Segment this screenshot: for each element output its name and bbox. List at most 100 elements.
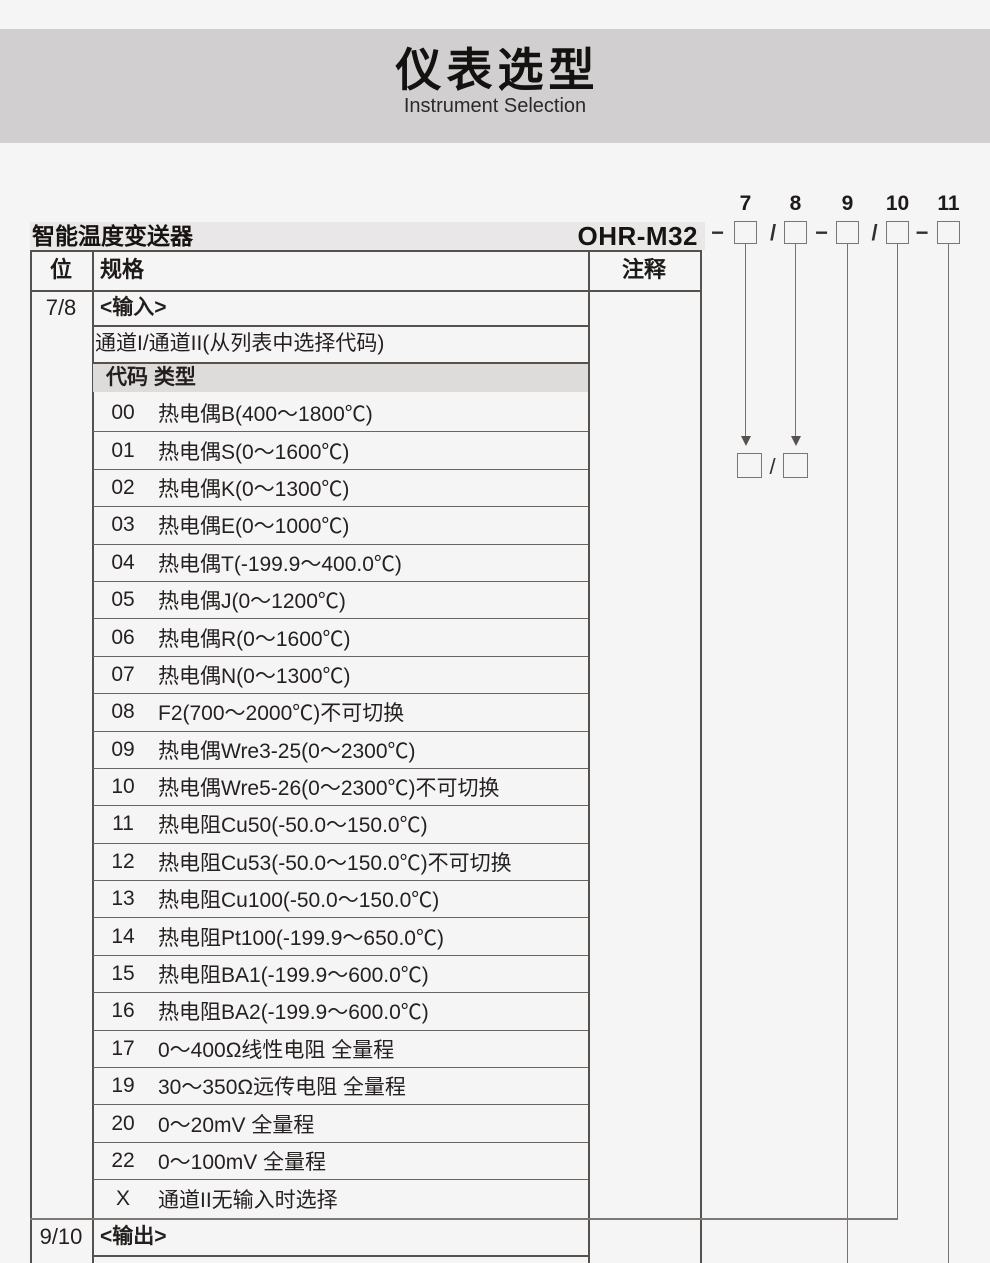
code-row: 07 热电偶N(0～1300℃) [93, 657, 588, 695]
code-rows: 00 热电偶B(400～1800℃) 01 热电偶S(0～1600℃) 02 热电偶K(0… [93, 395, 588, 1218]
code-value: 04 [111, 550, 135, 574]
code-value: 20 [111, 1111, 135, 1135]
code-row: 20 0～20mV 全量程 [93, 1105, 588, 1143]
code-type: 热电偶R(0～1600℃) [158, 627, 351, 651]
code-type: 热电阻Cu50(-50.0～150.0℃) [158, 814, 428, 838]
product-name: 智能温度变送器 [32, 223, 193, 249]
input-row-divider [92, 325, 589, 327]
leader-line-11 [947, 244, 950, 1263]
code-value: 13 [111, 887, 135, 911]
code-row: X 通道II无输入时选择 [93, 1180, 588, 1217]
page-subtitle: Instrument Selection [403, 94, 587, 117]
code-row: 06 热电偶R(0～1600℃) [93, 619, 588, 657]
code-type: 热电阻Cu100(-50.0～150.0℃) [158, 889, 440, 913]
code-row: 14 热电阻Pt100(-199.9～650.0℃) [93, 918, 588, 956]
page-title: 仪表选型 [395, 44, 600, 96]
code-value: 14 [111, 924, 135, 948]
arrow-down-icon [740, 436, 751, 446]
spec-note-divider [588, 250, 590, 1263]
table-right-border [700, 250, 702, 1263]
code-row: 19 30～350Ω远传电阻 全量程 [93, 1068, 588, 1106]
code-value: X [115, 1186, 130, 1210]
code-row: 01 热电偶S(0～1600℃) [93, 432, 588, 470]
code-row: 15 热电阻BA1(-199.9～600.0℃) [93, 956, 588, 994]
leader-line-9 [846, 244, 849, 1263]
code-type: 热电偶K(0～1300℃) [158, 477, 350, 501]
code-type-header: 代码 类型 [106, 365, 196, 389]
product-model: OHR-M32 [577, 221, 698, 251]
column-header-position: 位 [49, 257, 72, 282]
position-spec-divider [92, 250, 94, 1263]
product-header-band: 智能温度变送器 OHR-M32 [30, 222, 705, 250]
dash-separator: − [915, 220, 929, 245]
dash-separator: − [711, 220, 724, 245]
code-type: 热电偶B(400～1800℃) [158, 403, 373, 427]
code-type: 热电偶Wre5-26(0～2300℃)不可切换 [158, 777, 500, 801]
dash-separator: − [815, 220, 828, 245]
code-box-10 [886, 221, 909, 244]
code-row: 13 热电阻Cu100(-50.0～150.0℃) [93, 881, 588, 919]
channel-row-divider [92, 362, 589, 364]
code-type: 热电阻Cu53(-50.0～150.0℃)不可切换 [158, 851, 512, 875]
code-type-header-band: 代码 类型 [93, 363, 588, 392]
position-number-10: 10 [885, 192, 910, 215]
code-type: 热电偶J(0～1200℃) [158, 590, 346, 614]
input-section-title: <输入> [100, 296, 167, 319]
code-value: 06 [111, 625, 135, 649]
code-row: 00 热电偶B(400～1800℃) [93, 395, 588, 433]
arrow-down-icon [790, 436, 801, 446]
code-row: 04 热电偶T(-199.9～400.0℃) [93, 545, 588, 582]
code-row: 16 热电阻BA2(-199.9～600.0℃) [93, 993, 588, 1031]
output-section-title: <输出> [100, 1225, 167, 1248]
code-type: 热电偶Wre3-25(0～2300℃) [158, 739, 416, 763]
code-row: 05 热电偶J(0～1200℃) [93, 582, 588, 620]
code-value: 16 [111, 999, 135, 1023]
code-value: 11 [112, 812, 134, 836]
code-value: 22 [111, 1149, 135, 1172]
code-value: 01 [111, 438, 135, 462]
code-value: 02 [111, 475, 135, 499]
code-value: 09 [111, 737, 135, 761]
title-banner: 仪表选型 Instrument Selection [0, 29, 990, 143]
slash-separator: / [769, 220, 777, 245]
code-box-9 [836, 221, 859, 244]
leader-line-8 [794, 244, 797, 437]
channel1-code-box [737, 453, 762, 478]
code-value: 10 [111, 775, 135, 799]
code-type: 热电阻Pt100(-199.9～650.0℃) [158, 926, 444, 950]
code-row: 02 热电偶K(0～1300℃) [93, 470, 588, 508]
code-value: 19 [111, 1074, 135, 1098]
channel-selection-note: 通道I/通道II(从列表中选择代码) [95, 332, 385, 355]
code-value: 08 [111, 700, 135, 724]
code-type: 热电偶T(-199.9～400.0℃) [158, 552, 402, 576]
code-type: 热电阻BA1(-199.9～600.0℃) [158, 964, 429, 988]
header-row-divider [30, 290, 702, 292]
code-value: 00 [111, 401, 135, 425]
code-box-8 [784, 221, 807, 244]
code-value: 07 [111, 662, 135, 686]
output-row-divider [92, 1255, 589, 1257]
code-value: 12 [111, 849, 135, 873]
code-row: 10 热电偶Wre5-26(0～2300℃)不可切换 [93, 769, 588, 807]
code-row: 22 0～100mV 全量程 [93, 1143, 588, 1181]
table-left-border [30, 250, 32, 1263]
code-type: 30～350Ω远传电阻 全量程 [158, 1076, 406, 1100]
output-section-divider [30, 1218, 899, 1220]
code-box-7 [734, 221, 757, 244]
code-row: 08 F2(700～2000℃)不可切换 [93, 694, 588, 732]
code-type: 0～20mV 全量程 [158, 1113, 315, 1137]
code-row: 12 热电阻Cu53(-50.0～150.0℃)不可切换 [93, 844, 588, 882]
code-type: 热电偶S(0～1600℃) [158, 440, 350, 464]
channel2-code-box [783, 453, 808, 478]
position-number-9: 9 [841, 192, 854, 215]
code-value: 15 [111, 962, 135, 986]
section-position-910: 9/10 [39, 1224, 83, 1249]
leader-line-10 [896, 244, 899, 1219]
code-type: 热电偶E(0～1000℃) [158, 515, 350, 539]
code-type: 通道II无输入时选择 [158, 1188, 338, 1212]
code-row: 11 热电阻Cu50(-50.0～150.0℃) [93, 806, 588, 844]
code-row: 09 热电偶Wre3-25(0～2300℃) [93, 732, 588, 769]
slash-separator: / [871, 220, 878, 245]
code-type: 热电阻BA2(-199.9～600.0℃) [158, 1001, 429, 1025]
